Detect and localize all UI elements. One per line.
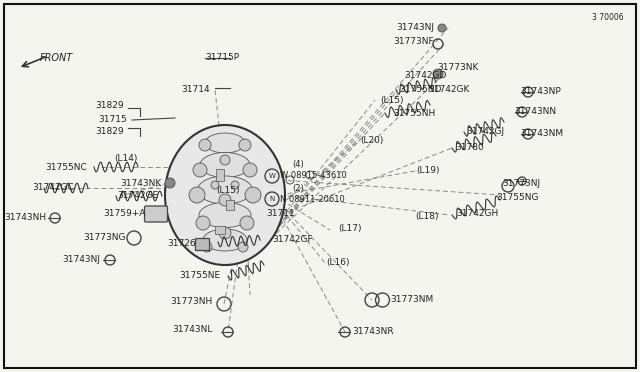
Text: (4): (4) — [292, 160, 304, 170]
Text: 31743NN: 31743NN — [514, 108, 556, 116]
Ellipse shape — [165, 125, 285, 265]
Text: 31755NE: 31755NE — [179, 270, 220, 279]
Text: 31742GF: 31742GF — [272, 235, 312, 244]
Bar — [216, 169, 224, 181]
Text: 31773NK: 31773NK — [437, 64, 478, 73]
Text: 31743NH: 31743NH — [4, 214, 46, 222]
Circle shape — [220, 155, 230, 165]
Text: 31742GC: 31742GC — [32, 183, 74, 192]
Circle shape — [240, 216, 254, 230]
Text: W 08915-43610: W 08915-43610 — [280, 171, 347, 180]
Text: 3 70006: 3 70006 — [592, 13, 623, 22]
Circle shape — [219, 227, 231, 239]
Ellipse shape — [203, 229, 247, 251]
Text: 31829: 31829 — [95, 102, 124, 110]
Text: 31773NM: 31773NM — [390, 295, 433, 304]
Circle shape — [196, 216, 210, 230]
Text: FRONT: FRONT — [40, 53, 73, 63]
Text: 31711: 31711 — [266, 208, 295, 218]
Text: 31742GH: 31742GH — [456, 208, 499, 218]
Circle shape — [243, 163, 257, 177]
Text: 31742GK: 31742GK — [428, 86, 469, 94]
Circle shape — [202, 242, 212, 252]
Text: 31714: 31714 — [181, 86, 210, 94]
Text: N 08911-20610: N 08911-20610 — [280, 195, 345, 203]
Text: 31829: 31829 — [95, 126, 124, 135]
Text: (L20): (L20) — [360, 135, 383, 144]
Ellipse shape — [205, 133, 245, 153]
Circle shape — [219, 194, 231, 206]
Ellipse shape — [199, 202, 251, 228]
Text: N: N — [269, 196, 275, 202]
Circle shape — [193, 163, 207, 177]
Text: (L16): (L16) — [326, 259, 349, 267]
Text: (L14): (L14) — [115, 154, 138, 163]
Text: W: W — [269, 173, 275, 179]
Text: 31743NJ: 31743NJ — [396, 23, 434, 32]
Circle shape — [165, 178, 175, 188]
Text: 31755NH: 31755NH — [393, 109, 435, 118]
Circle shape — [245, 187, 261, 203]
Text: 31743NM: 31743NM — [520, 129, 563, 138]
Circle shape — [238, 242, 248, 252]
Text: (L19): (L19) — [416, 167, 440, 176]
Text: 31743NJ: 31743NJ — [62, 256, 100, 264]
Circle shape — [433, 69, 443, 79]
Text: 31755ND: 31755ND — [399, 86, 442, 94]
Ellipse shape — [198, 176, 253, 204]
Text: 31743NR: 31743NR — [352, 327, 394, 337]
Circle shape — [199, 139, 211, 151]
Circle shape — [211, 181, 219, 189]
Text: (L15): (L15) — [216, 186, 239, 195]
Text: 31742GD: 31742GD — [404, 71, 446, 80]
Text: (L17): (L17) — [338, 224, 362, 232]
Bar — [226, 200, 234, 210]
Text: (2): (2) — [292, 183, 304, 192]
Text: 31773NF: 31773NF — [393, 38, 434, 46]
FancyBboxPatch shape — [145, 206, 168, 222]
Text: 31742GE: 31742GE — [117, 192, 158, 201]
Text: 31743NK: 31743NK — [121, 179, 162, 187]
Text: (L18): (L18) — [415, 212, 438, 221]
Text: 31726: 31726 — [168, 240, 196, 248]
Text: 31743NL: 31743NL — [173, 326, 213, 334]
Circle shape — [438, 24, 446, 32]
Text: 31773NG: 31773NG — [83, 234, 126, 243]
Circle shape — [239, 139, 251, 151]
Bar — [195, 238, 209, 250]
Text: 31715: 31715 — [99, 115, 127, 125]
Circle shape — [189, 187, 205, 203]
Text: 31773NH: 31773NH — [171, 298, 213, 307]
Text: 31755NC: 31755NC — [45, 163, 87, 171]
Text: (L15): (L15) — [380, 96, 403, 105]
Circle shape — [231, 181, 239, 189]
Text: 31743NP: 31743NP — [520, 87, 561, 96]
Text: 31780: 31780 — [455, 144, 484, 153]
Text: 31755NG: 31755NG — [496, 193, 538, 202]
Text: 31715P: 31715P — [205, 54, 239, 62]
Ellipse shape — [200, 153, 250, 177]
Text: 31773NJ: 31773NJ — [502, 179, 540, 187]
Text: 31759+A: 31759+A — [104, 209, 146, 218]
Bar — [215, 226, 225, 234]
Text: 31742GJ: 31742GJ — [466, 128, 504, 137]
